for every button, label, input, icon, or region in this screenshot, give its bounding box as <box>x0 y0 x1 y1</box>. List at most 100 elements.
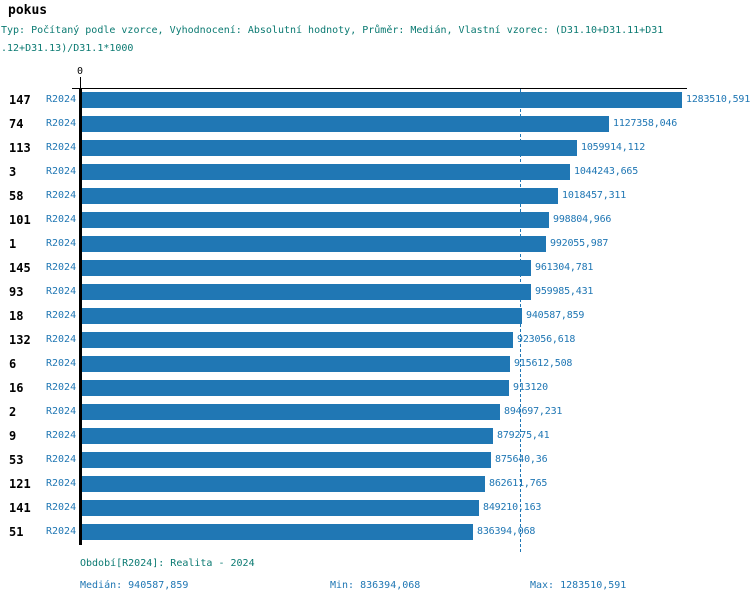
bar-value-label: 992055,987 <box>550 238 609 249</box>
bar-value-label: 1044243,665 <box>574 166 639 177</box>
chart-subtitle: Typ: Počítaný podle vzorce, Vyhodnocení:… <box>1 22 701 58</box>
chart-row: 113 R2024 1059914,112 <box>0 136 750 160</box>
bar-value-label: 836394,068 <box>477 526 536 537</box>
row-period-label: R2024 <box>46 454 77 465</box>
value-bar <box>82 332 513 348</box>
row-period-label: R2024 <box>46 526 77 537</box>
value-bar <box>82 452 491 468</box>
chart-row: 58 R2024 1018457,311 <box>0 184 750 208</box>
row-category-label: 74 <box>9 117 24 131</box>
bar-value-label: 961304,781 <box>535 262 594 273</box>
chart-row: 16 R2024 913120 <box>0 376 750 400</box>
chart-subtitle-line-1: Typ: Počítaný podle vzorce, Vyhodnocení:… <box>1 25 664 36</box>
bar-value-label: 1018457,311 <box>562 190 627 201</box>
chart-row: 74 R2024 1127358,046 <box>0 112 750 136</box>
value-bar <box>82 116 609 132</box>
chart-row: 1 R2024 992055,987 <box>0 232 750 256</box>
row-period-label: R2024 <box>46 310 77 321</box>
value-bar <box>82 260 531 276</box>
row-category-label: 6 <box>9 357 17 371</box>
value-bar <box>82 212 549 228</box>
bar-chart: 147 R2024 1283510,591 74 R2024 1127358,0… <box>0 88 750 544</box>
value-bar <box>82 476 485 492</box>
bar-value-label: 1059914,112 <box>581 142 646 153</box>
bar-value-label: 998804,966 <box>553 214 612 225</box>
row-period-label: R2024 <box>46 190 77 201</box>
row-period-label: R2024 <box>46 334 77 345</box>
row-category-label: 9 <box>9 429 17 443</box>
value-bar <box>82 164 570 180</box>
row-category-label: 147 <box>9 93 31 107</box>
chart-row: 93 R2024 959985,431 <box>0 280 750 304</box>
row-category-label: 16 <box>9 381 24 395</box>
value-bar <box>82 404 500 420</box>
bar-value-label: 959985,431 <box>535 286 594 297</box>
row-category-label: 3 <box>9 165 17 179</box>
value-bar <box>82 356 510 372</box>
row-period-label: R2024 <box>46 262 77 273</box>
chart-row: 9 R2024 879275,41 <box>0 424 750 448</box>
value-bar <box>82 308 522 324</box>
row-period-label: R2024 <box>46 358 77 369</box>
chart-row: 6 R2024 915612,508 <box>0 352 750 376</box>
row-category-label: 1 <box>9 237 17 251</box>
chart-row: 18 R2024 940587,859 <box>0 304 750 328</box>
footer-min-stat: Min: 836394,068 <box>330 580 421 591</box>
y-axis-line <box>79 88 82 545</box>
bar-value-label: 923056,618 <box>517 334 576 345</box>
chart-row: 2 R2024 894697,231 <box>0 400 750 424</box>
row-period-label: R2024 <box>46 478 77 489</box>
row-category-label: 51 <box>9 525 24 539</box>
value-bar <box>82 380 509 396</box>
bar-value-label: 862611,765 <box>489 478 548 489</box>
value-bar <box>82 92 682 108</box>
row-category-label: 121 <box>9 477 31 491</box>
value-bar <box>82 284 531 300</box>
row-period-label: R2024 <box>46 238 77 249</box>
bar-value-label: 940587,859 <box>526 310 585 321</box>
row-category-label: 2 <box>9 405 17 419</box>
bar-value-label: 879275,41 <box>497 430 550 441</box>
footer-max-stat: Max: 1283510,591 <box>530 580 627 591</box>
chart-row: 3 R2024 1044243,665 <box>0 160 750 184</box>
footer-median-stat: Medián: 940587,859 <box>80 580 189 591</box>
bar-value-label: 875640,36 <box>495 454 548 465</box>
chart-row: 132 R2024 923056,618 <box>0 328 750 352</box>
chart-row: 147 R2024 1283510,591 <box>0 88 750 112</box>
chart-row: 141 R2024 849210,163 <box>0 496 750 520</box>
bar-value-label: 1127358,046 <box>613 118 678 129</box>
row-category-label: 53 <box>9 453 24 467</box>
x-axis-origin-tick <box>80 77 81 88</box>
chart-row: 121 R2024 862611,765 <box>0 472 750 496</box>
bar-value-label: 894697,231 <box>504 406 563 417</box>
row-category-label: 101 <box>9 213 31 227</box>
row-period-label: R2024 <box>46 502 77 513</box>
chart-title: pokus <box>8 3 48 18</box>
x-axis-origin-label: 0 <box>76 66 84 77</box>
bar-value-label: 913120 <box>513 382 548 393</box>
chart-row: 53 R2024 875640,36 <box>0 448 750 472</box>
row-period-label: R2024 <box>46 142 77 153</box>
value-bar <box>82 428 493 444</box>
row-period-label: R2024 <box>46 214 77 225</box>
value-bar <box>82 500 479 516</box>
chart-row: 101 R2024 998804,966 <box>0 208 750 232</box>
chart-subtitle-line-2: .12+D31.13)/D31.1*1000 <box>1 43 134 54</box>
row-category-label: 93 <box>9 285 24 299</box>
chart-row: 51 R2024 836394,068 <box>0 520 750 544</box>
value-bar <box>82 188 558 204</box>
row-category-label: 58 <box>9 189 24 203</box>
row-period-label: R2024 <box>46 286 77 297</box>
row-category-label: 113 <box>9 141 31 155</box>
row-category-label: 145 <box>9 261 31 275</box>
row-period-label: R2024 <box>46 430 77 441</box>
value-bar <box>82 140 577 156</box>
value-bar <box>82 524 473 540</box>
row-period-label: R2024 <box>46 94 77 105</box>
bar-value-label: 1283510,591 <box>686 94 750 105</box>
row-category-label: 141 <box>9 501 31 515</box>
row-category-label: 18 <box>9 309 24 323</box>
row-period-label: R2024 <box>46 382 77 393</box>
bar-value-label: 849210,163 <box>483 502 542 513</box>
row-period-label: R2024 <box>46 406 77 417</box>
